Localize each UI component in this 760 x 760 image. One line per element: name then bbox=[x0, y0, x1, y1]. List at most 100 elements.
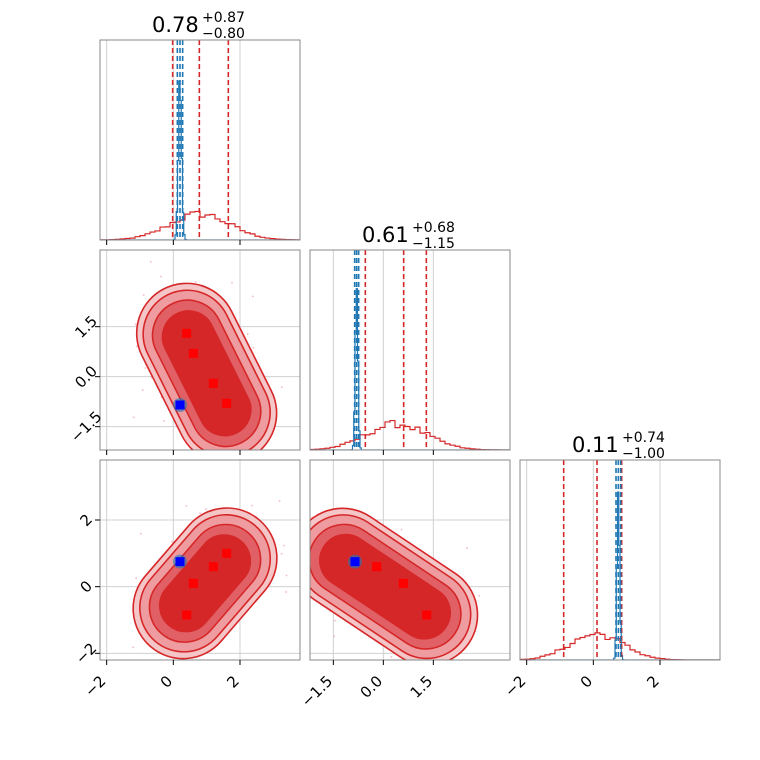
scatter-point bbox=[285, 574, 288, 577]
scatter-point bbox=[390, 656, 393, 658]
red-marker bbox=[372, 562, 382, 572]
scatter-point bbox=[141, 389, 144, 391]
panel-title-minus: −1.00 bbox=[622, 446, 665, 462]
red-histogram bbox=[100, 210, 300, 240]
scatter-point bbox=[308, 506, 310, 508]
scatter-point bbox=[280, 552, 283, 555]
panel-frame bbox=[99, 249, 301, 451]
x-tick-label: 0.0 bbox=[357, 672, 387, 702]
contour-area bbox=[282, 506, 481, 660]
scatter-point bbox=[134, 323, 137, 326]
scatter-point bbox=[197, 456, 199, 458]
panel-frame bbox=[309, 459, 511, 661]
contour-area bbox=[132, 260, 283, 474]
panel-2-2 bbox=[520, 460, 720, 660]
scatter-point bbox=[132, 646, 135, 649]
y-tick-label: −2 bbox=[72, 639, 100, 667]
scatter-point bbox=[285, 591, 288, 593]
contour-area bbox=[132, 500, 288, 660]
red-marker bbox=[222, 548, 232, 558]
blue-marker bbox=[175, 557, 185, 567]
blue-marker bbox=[175, 400, 185, 410]
red-marker bbox=[182, 610, 192, 620]
panel-title-plus: +0.68 bbox=[412, 220, 455, 236]
panel-frame bbox=[519, 459, 721, 661]
scatter-point bbox=[199, 461, 201, 463]
panel-title-value: 0.61 bbox=[362, 223, 409, 247]
red-marker bbox=[188, 578, 198, 588]
red-marker bbox=[208, 562, 218, 572]
red-marker bbox=[222, 398, 232, 408]
y-tick-label: 0.0 bbox=[71, 362, 101, 392]
scatter-point bbox=[142, 294, 145, 296]
panel-1-1 bbox=[310, 250, 510, 450]
panel-title-plus: +0.74 bbox=[622, 430, 665, 446]
scatter-point bbox=[282, 563, 284, 565]
panel-title-minus: −1.15 bbox=[412, 236, 455, 252]
panel-0-0 bbox=[100, 40, 300, 240]
red-marker bbox=[182, 328, 192, 338]
scatter-point bbox=[136, 345, 138, 348]
panel-2-0 bbox=[100, 460, 300, 660]
scatter-point bbox=[478, 595, 481, 597]
red-marker bbox=[188, 348, 198, 358]
scatter-point bbox=[227, 472, 229, 474]
red-marker bbox=[208, 378, 218, 388]
x-tick-label: 2 bbox=[223, 672, 242, 691]
scatter-point bbox=[283, 544, 285, 547]
scatter-point bbox=[171, 540, 174, 543]
blue-histogram bbox=[310, 288, 510, 450]
scatter-point bbox=[199, 512, 202, 514]
panel-title-value: 0.11 bbox=[572, 433, 619, 457]
scatter-point bbox=[252, 347, 255, 349]
red-histogram bbox=[310, 419, 510, 450]
scatter-point bbox=[132, 416, 135, 419]
scatter-point bbox=[160, 275, 163, 278]
red-marker bbox=[422, 610, 432, 620]
scatter-point bbox=[205, 508, 207, 511]
panel-title-minus: −0.80 bbox=[202, 26, 245, 42]
scatter-point bbox=[251, 504, 253, 507]
scatter-point bbox=[135, 577, 138, 580]
histogram-area bbox=[310, 250, 510, 450]
scatter-point bbox=[255, 452, 257, 454]
x-tick-label: 0 bbox=[577, 672, 596, 691]
scatter-point bbox=[185, 505, 188, 507]
x-tick-label: 2 bbox=[643, 672, 662, 691]
x-tick-label: 0 bbox=[157, 672, 176, 691]
scatter-point bbox=[144, 367, 147, 369]
scatter-point bbox=[252, 295, 254, 298]
scatter-point bbox=[149, 260, 152, 263]
panel-title-value: 0.78 bbox=[152, 13, 199, 37]
panel-1-0 bbox=[100, 250, 300, 474]
panel-frame bbox=[99, 459, 301, 661]
scatter-point bbox=[246, 470, 248, 472]
x-tick-label: −2 bbox=[81, 672, 109, 700]
scatter-point bbox=[140, 532, 142, 535]
contour-level-4 bbox=[158, 534, 252, 633]
scatter-point bbox=[163, 420, 165, 422]
scatter-point bbox=[246, 333, 249, 336]
histogram-area bbox=[520, 460, 720, 660]
x-tick-label: 1.5 bbox=[407, 672, 437, 702]
scatter-point bbox=[280, 386, 283, 389]
panel-frame bbox=[99, 39, 301, 241]
blue-histogram bbox=[520, 491, 720, 660]
y-tick-label: 1.5 bbox=[71, 312, 101, 342]
scatter-point bbox=[231, 281, 233, 284]
panel-2-1 bbox=[282, 460, 510, 660]
blue-marker bbox=[350, 557, 360, 567]
scatter-point bbox=[222, 457, 224, 459]
scatter-point bbox=[400, 528, 403, 531]
panel-title-plus: +0.87 bbox=[202, 10, 245, 26]
y-tick-label: 2 bbox=[76, 510, 95, 529]
red-marker bbox=[398, 578, 408, 588]
scatter-point bbox=[333, 635, 336, 638]
panel-frame bbox=[309, 249, 511, 451]
scatter-point bbox=[334, 619, 336, 622]
scatter-point bbox=[217, 462, 219, 464]
scatter-point bbox=[278, 500, 281, 502]
x-tick-label: −1.5 bbox=[298, 672, 336, 710]
y-tick-label: 0 bbox=[76, 577, 95, 596]
